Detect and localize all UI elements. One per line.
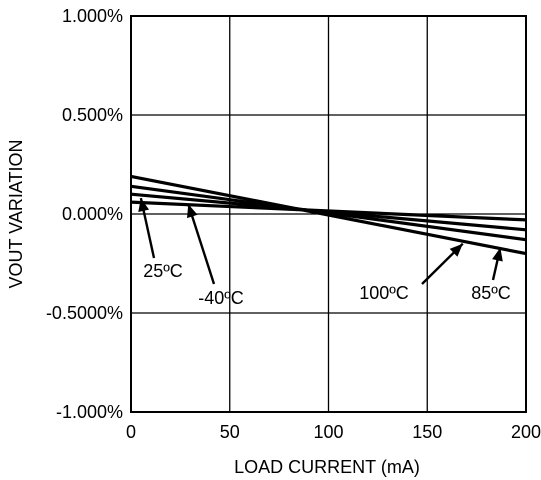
y-tick-label: -0.5000% — [46, 303, 123, 323]
x-tick-label: 150 — [412, 422, 442, 442]
series-line — [130, 184, 527, 242]
annotations: 25ºC -40ºC 100ºC 85ºC — [138, 197, 511, 308]
x-tick-label: 100 — [313, 422, 343, 442]
series-lines — [130, 174, 527, 256]
x-tick-label: 200 — [511, 422, 541, 442]
y-tick-label: 1.000% — [62, 6, 123, 26]
tick-labels: 0 50 100 150 200 1.000% 0.500% 0.000% -0.5000% -1… — [46, 6, 541, 442]
annotation-arrow-line — [187, 203, 216, 285]
annotation-arrowhead — [449, 243, 463, 257]
annotation-arrowhead — [138, 198, 150, 213]
x-axis-label: LOAD CURRENT (mA) — [234, 457, 420, 477]
y-axis-label: VOUT VARIATION — [6, 139, 26, 288]
annotation-arrowhead — [187, 204, 198, 219]
series-line — [130, 174, 527, 256]
annotation-label: 100ºC — [359, 283, 409, 303]
annotation-label: 85ºC — [471, 283, 511, 303]
grid — [130, 15, 527, 413]
annotation-label: -40ºC — [198, 288, 244, 308]
annotation-arrowhead — [492, 247, 503, 262]
y-tick-label: 0.000% — [62, 204, 123, 224]
annotation-label: 25ºC — [143, 261, 183, 281]
x-tick-label: 50 — [220, 422, 240, 442]
y-tick-label: -1.000% — [56, 402, 123, 422]
x-tick-label: 0 — [126, 422, 136, 442]
y-tick-label: 0.500% — [62, 105, 123, 125]
